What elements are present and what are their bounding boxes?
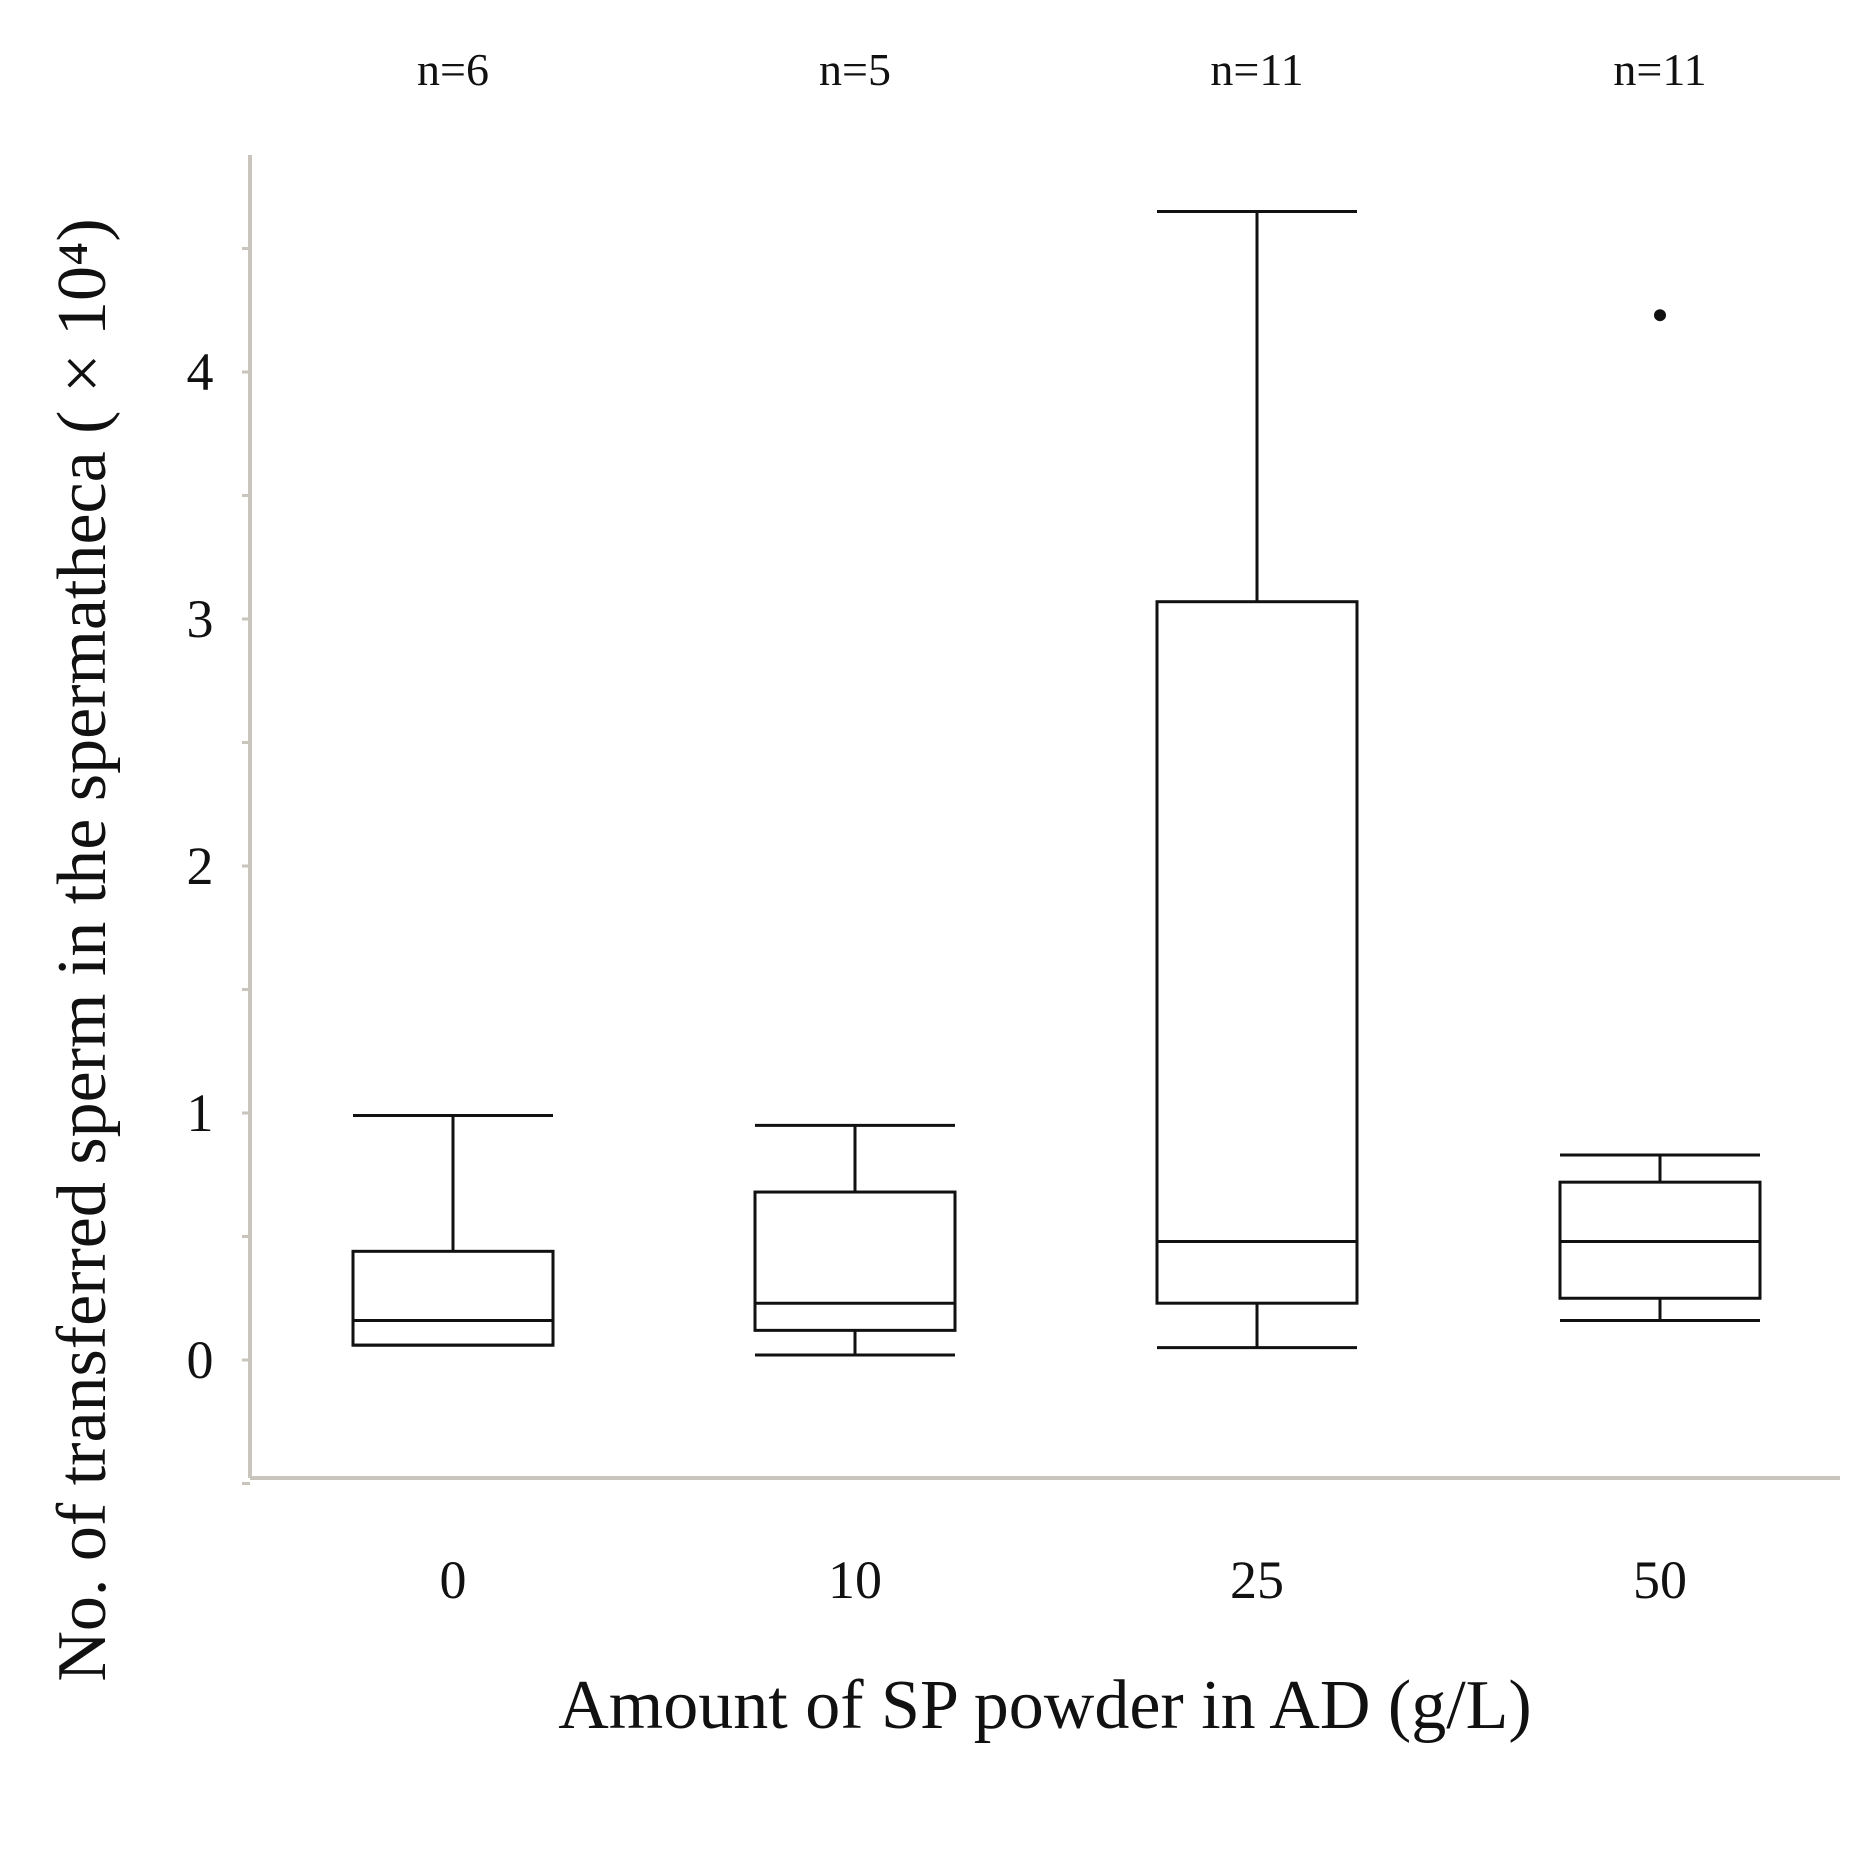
axes [248, 155, 1840, 1480]
y-tick-label: 3 [187, 589, 214, 649]
iqr-box [1155, 600, 1359, 1305]
category-labels: 0 n=6 10 n=5 25 n=11 50 n=11 [417, 44, 1707, 1610]
y-axis-ticks: 0 1 2 3 4 [187, 247, 250, 1485]
y-tick-label: 4 [187, 342, 214, 402]
iqr-box [351, 1249, 555, 1347]
sample-size-label: n=11 [1613, 44, 1706, 95]
y-tick-label: 0 [187, 1330, 214, 1390]
x-tick-label: 50 [1633, 1550, 1687, 1610]
sample-size-label: n=5 [819, 44, 891, 95]
x-tick-label: 10 [828, 1550, 882, 1610]
box-group [1558, 309, 1762, 1322]
sample-size-label: n=6 [417, 44, 489, 95]
x-tick-label: 25 [1230, 1550, 1284, 1610]
sample-size-label: n=11 [1210, 44, 1303, 95]
box-group [351, 1113, 555, 1347]
x-tick-label: 0 [440, 1550, 467, 1610]
x-axis-title: Amount of SP powder in AD (g/L) [558, 1667, 1531, 1744]
y-tick-label: 1 [187, 1083, 214, 1143]
outlier-point [1654, 309, 1666, 322]
y-axis-title: No. of transferred sperm in the spermath… [44, 218, 121, 1681]
box-series [351, 209, 1762, 1357]
iqr-box [753, 1190, 957, 1332]
box-group [753, 1123, 957, 1357]
y-tick-label: 2 [187, 836, 214, 896]
box-group [1155, 209, 1359, 1350]
